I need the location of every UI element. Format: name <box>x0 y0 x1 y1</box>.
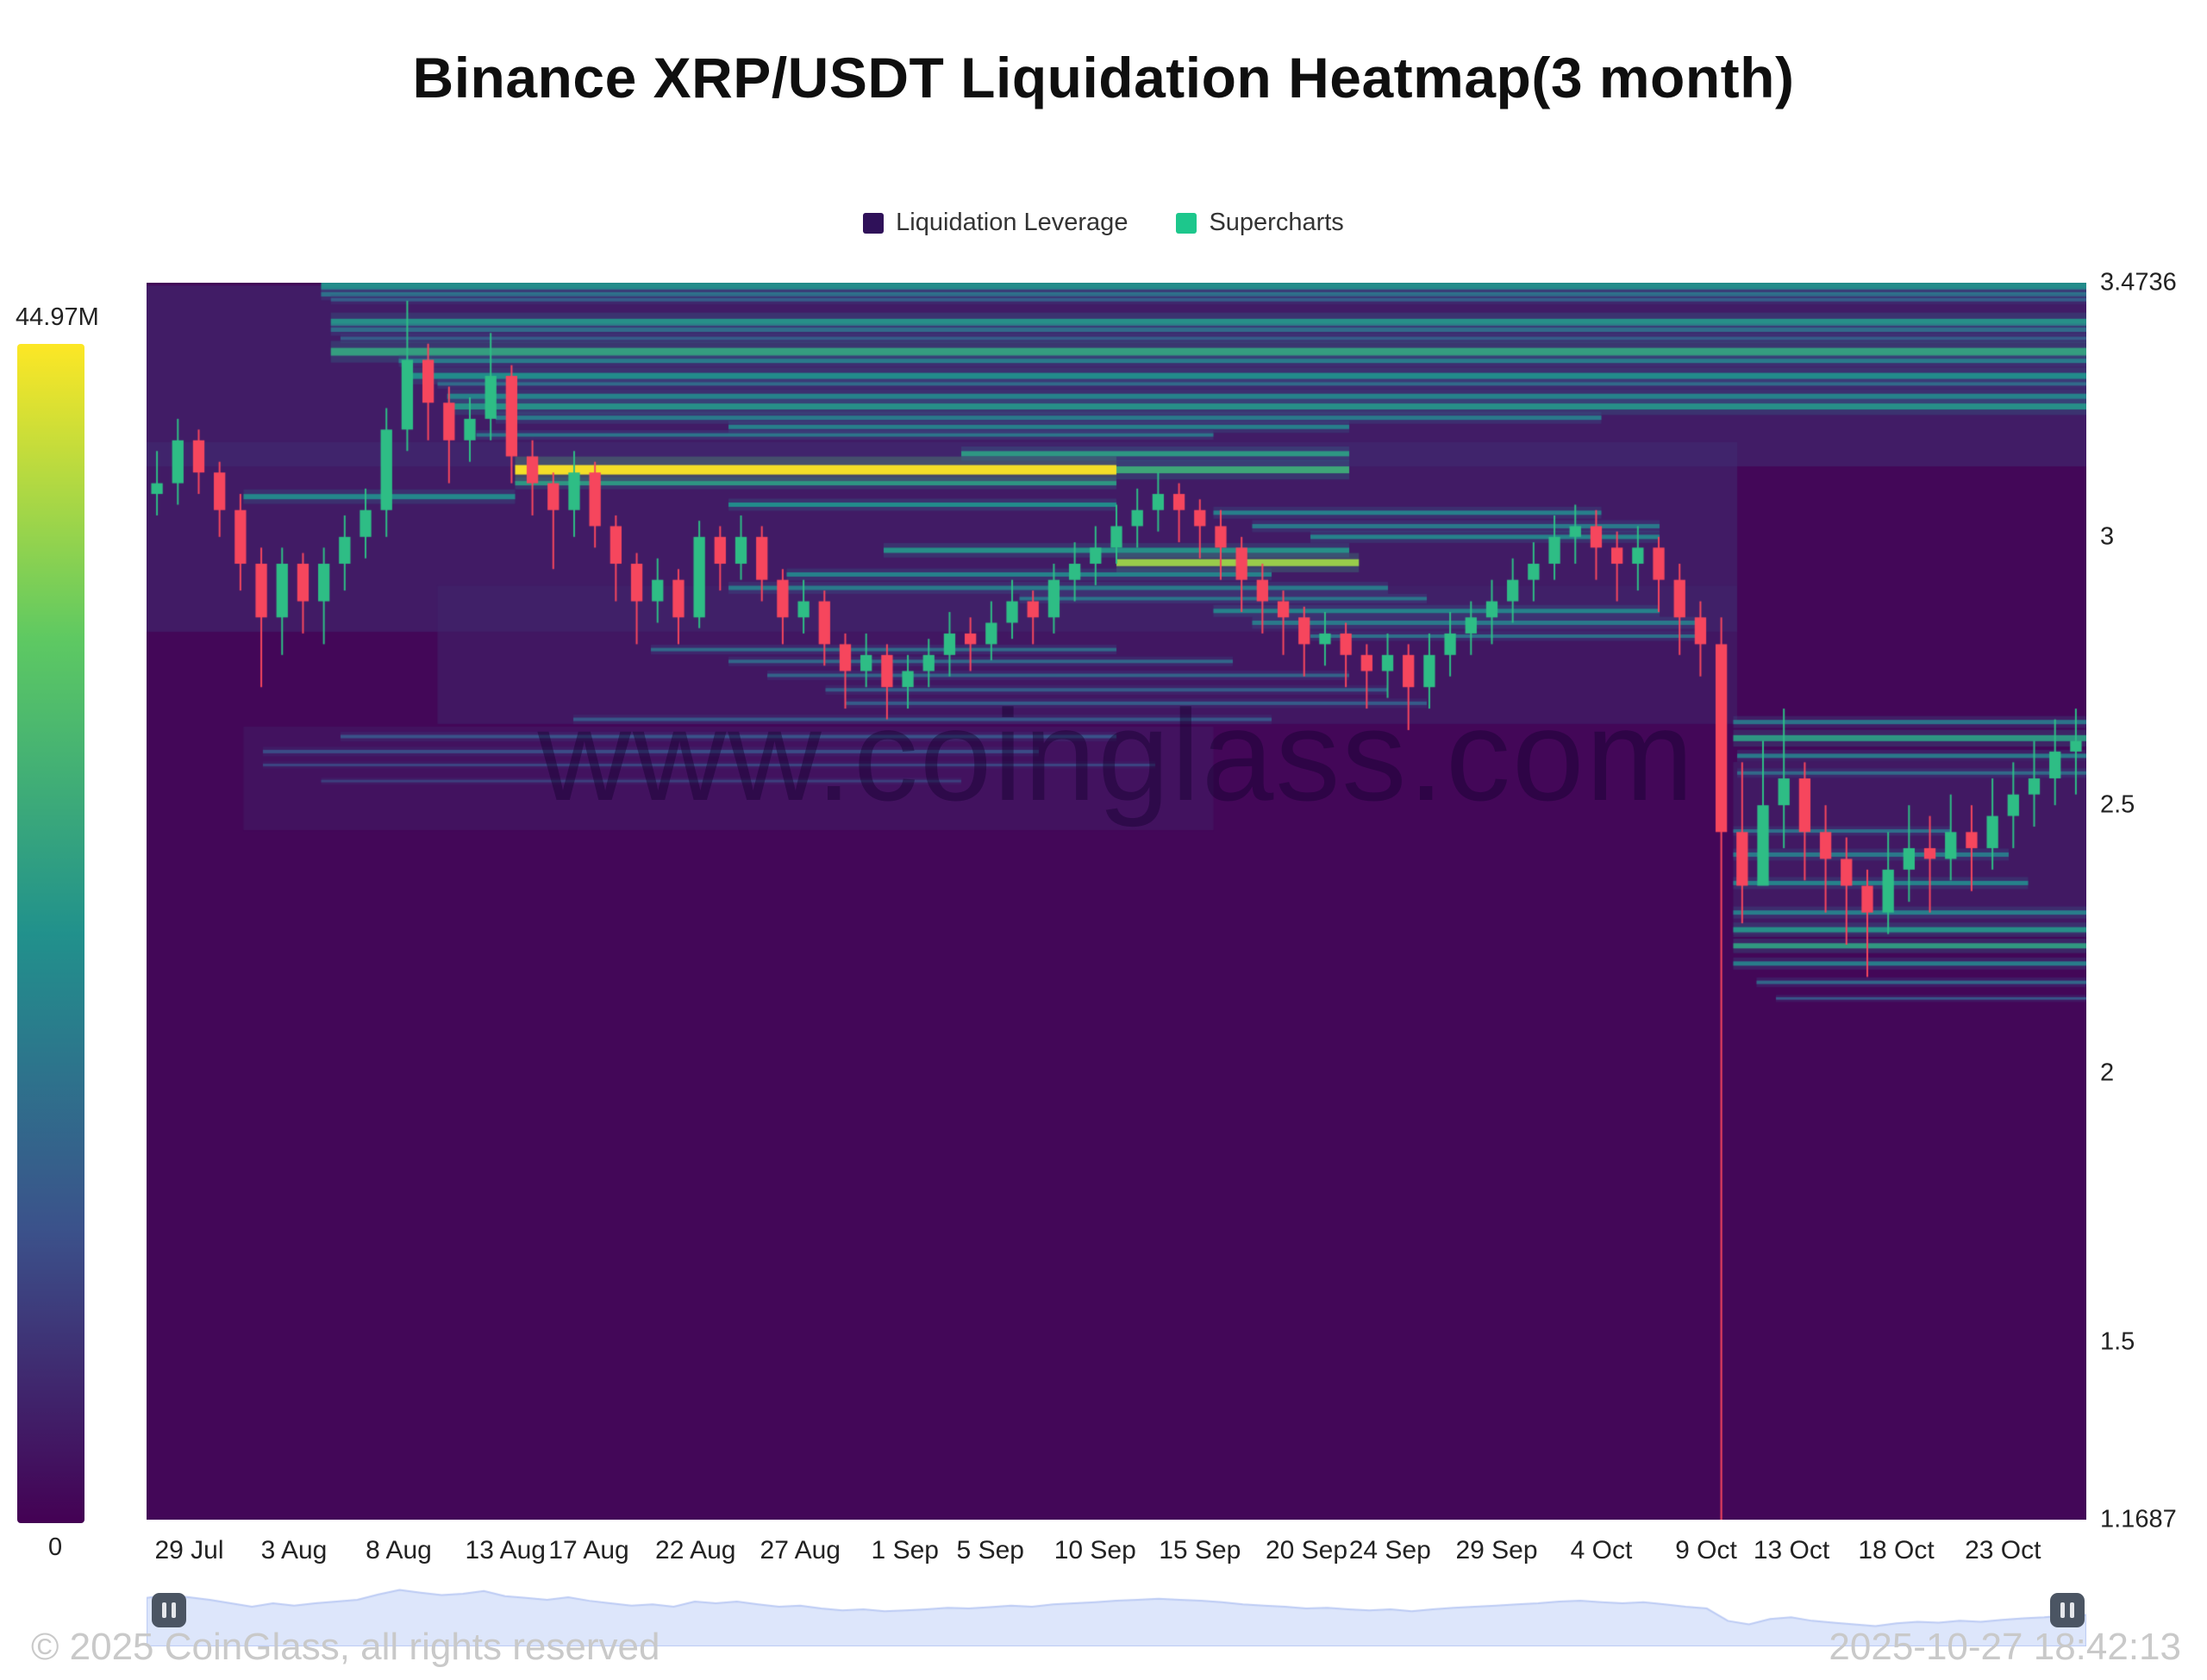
x-axis-label: 9 Oct <box>1675 1536 1737 1564</box>
x-axis-label: 29 Sep <box>1455 1536 1538 1564</box>
x-axis-label: 22 Aug <box>655 1536 736 1564</box>
x-axis-label: 5 Sep <box>956 1536 1024 1564</box>
colorbar-gradient <box>17 344 84 1523</box>
x-axis-label: 20 Sep <box>1265 1536 1348 1564</box>
x-axis-label: 15 Sep <box>1159 1536 1241 1564</box>
y-axis-label: 2.5 <box>2100 790 2135 819</box>
chart-legend: Liquidation Leverage Supercharts <box>0 209 2207 237</box>
x-axis-label: 18 Oct <box>1858 1536 1935 1564</box>
y-axis-label: 1.1687 <box>2100 1505 2177 1533</box>
x-axis-label: 10 Sep <box>1053 1536 1136 1564</box>
x-axis-label: 17 Aug <box>548 1536 629 1564</box>
page-title: Binance XRP/USDT Liquidation Heatmap(3 m… <box>412 46 1795 109</box>
legend-label: Supercharts <box>1209 209 1344 236</box>
legend-item-liquidation-leverage[interactable]: Liquidation Leverage <box>863 209 1128 237</box>
x-axis-label: 4 Oct <box>1570 1536 1633 1564</box>
y-axis-label: 1.5 <box>2100 1327 2135 1356</box>
colorbar: 44.97M 0 <box>16 303 128 1562</box>
x-axis-label: 23 Oct <box>1965 1536 2041 1564</box>
x-axis-label: 29 Jul <box>154 1536 224 1564</box>
liquidation-leverage-swatch-icon <box>863 212 885 234</box>
timestamp-text: 2025-10-27 18:42:13 <box>1829 1626 2181 1668</box>
x-axis-label: 8 Aug <box>366 1536 432 1564</box>
supercharts-swatch-icon <box>1176 212 1197 234</box>
heatmap-canvas[interactable] <box>147 283 2086 1520</box>
x-axis-label: 1 Sep <box>871 1536 939 1564</box>
y-axis-label: 2 <box>2100 1059 2115 1087</box>
colorbar-min-label: 0 <box>48 1533 63 1561</box>
navigator-handle-left[interactable] <box>152 1593 186 1627</box>
x-axis-label: 13 Oct <box>1753 1536 1830 1564</box>
navigator-track[interactable] <box>147 1574 2086 1646</box>
legend-label: Liquidation Leverage <box>896 209 1129 236</box>
navigator-handle-right[interactable] <box>2050 1593 2085 1627</box>
legend-item-supercharts[interactable]: Supercharts <box>1176 209 1344 237</box>
y-axis-label: 3 <box>2100 522 2115 551</box>
copyright-text: © 2025 CoinGlass, all rights reserved <box>31 1626 660 1668</box>
x-axis-label: 24 Sep <box>1348 1536 1431 1564</box>
colorbar-max-label: 44.97M <box>16 303 99 331</box>
x-axis-label: 3 Aug <box>260 1536 328 1564</box>
x-axis-label: 27 Aug <box>760 1536 841 1564</box>
x-axis-label: 13 Aug <box>465 1536 546 1564</box>
y-axis-label: 3.4736 <box>2100 268 2177 297</box>
